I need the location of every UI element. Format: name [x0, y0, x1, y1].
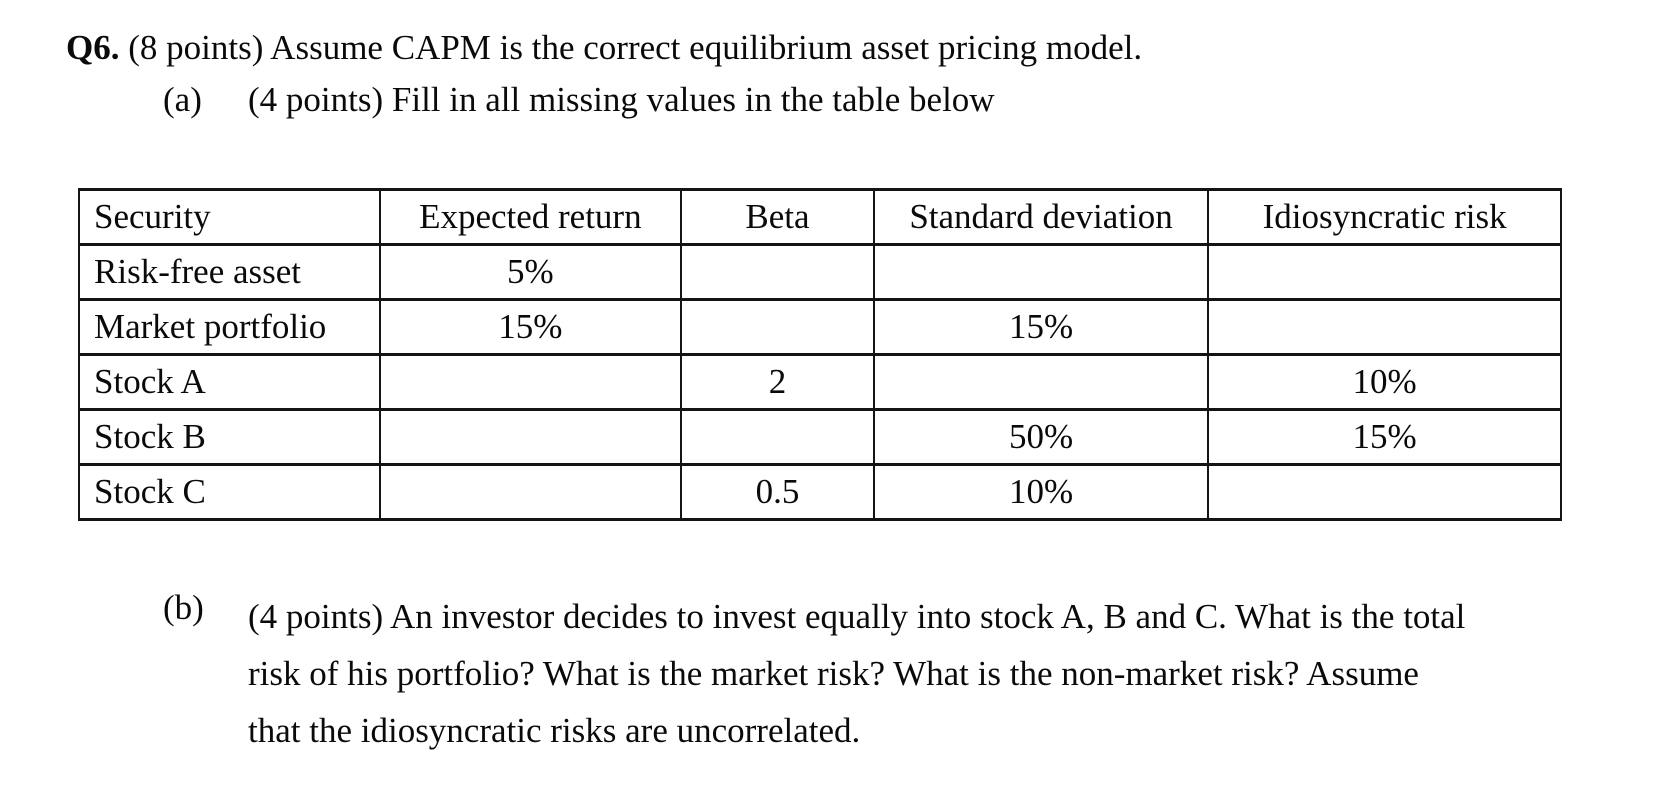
table-cell: 0.5: [680, 463, 875, 521]
table-cell: 15%: [1207, 408, 1562, 466]
part-a-text: (4 points) Fill in all missing values in…: [248, 80, 995, 119]
part-b-line: that the idiosyncratic risks are uncorre…: [248, 711, 861, 750]
table-cell: [1207, 298, 1562, 356]
header-cell-expected-return: Expected return: [378, 188, 683, 246]
table-cell: 15%: [872, 298, 1210, 356]
table-cell: 50%: [872, 408, 1210, 466]
table-cell: [1207, 243, 1562, 301]
table-row: Risk-free asset 5%: [78, 243, 1562, 301]
table-row: Stock B 50% 15%: [78, 408, 1562, 466]
question-number: Q6.: [66, 28, 120, 67]
table-cell: 2: [680, 353, 875, 411]
table-row: Market portfolio 15% 15%: [78, 298, 1562, 356]
table-cell: Stock C: [78, 463, 381, 521]
table-cell: Market portfolio: [78, 298, 381, 356]
part-a: (a) (4 points) Fill in all missing value…: [163, 80, 995, 120]
table-cell: 10%: [1207, 353, 1562, 411]
table-cell: [680, 243, 875, 301]
question-text: (8 points) Assume CAPM is the correct eq…: [119, 28, 1143, 67]
part-b: (b) (4 points) An investor decides to in…: [163, 588, 1465, 759]
table-cell: [378, 408, 683, 466]
capm-table: Security Expected return Beta Standard d…: [78, 188, 1562, 521]
table-cell: [378, 353, 683, 411]
table-row: Stock C 0.5 10%: [78, 463, 1562, 521]
table-cell: Stock A: [78, 353, 381, 411]
header-cell-standard-deviation: Standard deviation: [872, 188, 1210, 246]
table-cell: 15%: [378, 298, 683, 356]
part-b-label: (b): [163, 588, 204, 627]
table-cell: [680, 298, 875, 356]
part-b-text: (4 points) An investor decides to invest…: [248, 588, 1465, 759]
table-cell: 10%: [872, 463, 1210, 521]
table-cell: Stock B: [78, 408, 381, 466]
table-cell: 5%: [378, 243, 683, 301]
part-b-line: risk of his portfolio? What is the marke…: [248, 654, 1419, 693]
table-cell: Risk-free asset: [78, 243, 381, 301]
header-cell-beta: Beta: [680, 188, 875, 246]
table-cell: [378, 463, 683, 521]
table-row: Stock A 2 10%: [78, 353, 1562, 411]
table-cell: [872, 243, 1210, 301]
header-cell-security: Security: [78, 188, 381, 246]
question-heading: Q6. (8 points) Assume CAPM is the correc…: [66, 28, 1142, 68]
header-cell-idiosyncratic-risk: Idiosyncratic risk: [1207, 188, 1562, 246]
part-a-label: (a): [163, 80, 202, 119]
table-cell: [680, 408, 875, 466]
table-cell: [872, 353, 1210, 411]
table-cell: [1207, 463, 1562, 521]
part-b-line: (4 points) An investor decides to invest…: [248, 597, 1466, 636]
table-header-row: Security Expected return Beta Standard d…: [78, 188, 1562, 246]
